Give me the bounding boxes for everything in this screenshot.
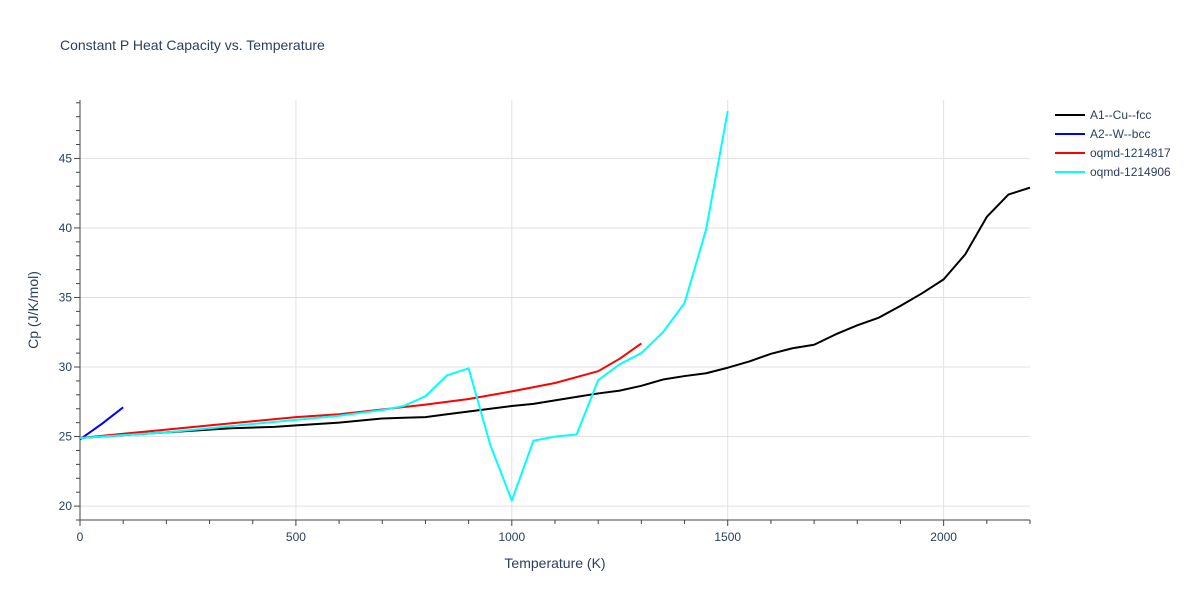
series-line-oqmd-1214817 [80,343,641,438]
series-line-A1--Cu--fcc [80,188,1030,438]
series-line-oqmd-1214906 [80,111,728,500]
x-tick-label: 500 [286,530,306,544]
legend-item[interactable]: oqmd-1214817 [1055,146,1171,160]
x-tick-label: 0 [77,530,84,544]
y-tick-label: 35 [59,290,73,304]
y-tick-label: 25 [59,430,73,444]
legend-label: A2--W--bcc [1090,127,1150,141]
x-tick-label: 2000 [930,530,957,544]
axes: 0 500 1000 1500 2000 20 25 30 35 40 45 [59,100,1030,544]
y-tick-label: 20 [59,499,73,513]
y-tick-label: 45 [59,151,73,165]
x-tick-label: 1000 [498,530,525,544]
x-axis-title: Temperature (K) [504,555,605,571]
legend[interactable]: A1--Cu--fcc A2--W--bcc oqmd-1214817 oqmd-12… [1055,108,1171,179]
legend-item[interactable]: A2--W--bcc [1055,127,1150,141]
y-tick-label: 40 [59,221,73,235]
y-axis-title: Cp (J/K/mol) [25,271,41,349]
legend-item[interactable]: A1--Cu--fcc [1055,108,1151,122]
plot-area [80,111,1030,500]
legend-item[interactable]: oqmd-1214906 [1055,165,1171,179]
legend-label: oqmd-1214906 [1090,165,1171,179]
legend-label: A1--Cu--fcc [1090,108,1151,122]
chart-title: Constant P Heat Capacity vs. Temperature [60,37,325,53]
legend-label: oqmd-1214817 [1090,146,1171,160]
grid [80,100,1030,520]
y-tick-label: 30 [59,360,73,374]
chart-svg: Constant P Heat Capacity vs. Temperature… [0,0,1200,600]
x-tick-label: 1500 [714,530,741,544]
